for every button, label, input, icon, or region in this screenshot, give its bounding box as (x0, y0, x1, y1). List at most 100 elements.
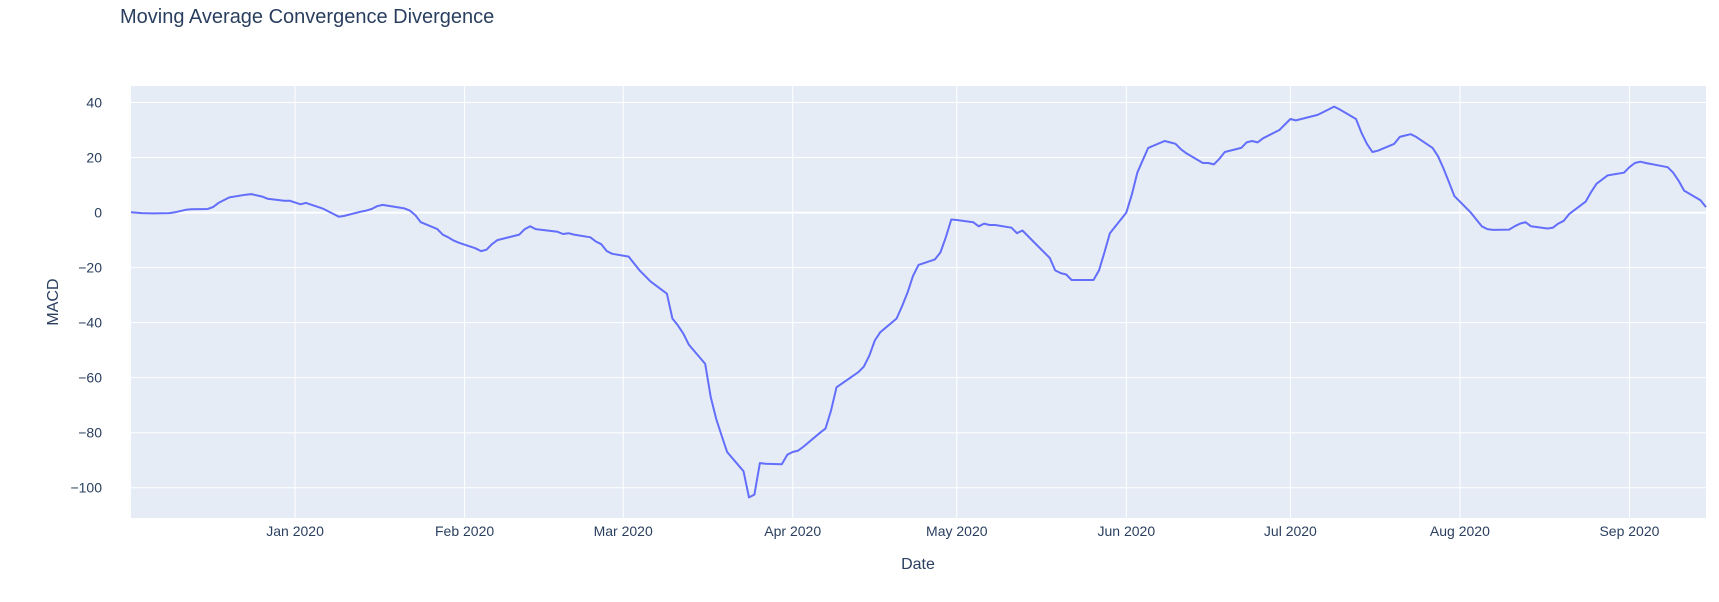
x-tick-label: Jul 2020 (1264, 523, 1317, 539)
macd-point (713, 416, 719, 422)
macd-point (1200, 160, 1206, 166)
macd-point (631, 261, 637, 267)
macd-point (970, 219, 976, 225)
macd-point (330, 211, 336, 217)
macd-point (823, 426, 829, 432)
macd-point (265, 196, 271, 202)
macd-point (1052, 267, 1058, 273)
macd-point (1517, 221, 1523, 227)
macd-point (1216, 156, 1222, 162)
macd-point (1698, 197, 1704, 203)
macd-point (751, 492, 757, 498)
macd-point (1320, 109, 1326, 115)
macd-point (511, 233, 517, 239)
y-tick-label: −20 (78, 260, 102, 276)
macd-point (478, 248, 484, 254)
macd-point (1632, 160, 1638, 166)
macd-point (1123, 210, 1129, 216)
macd-point (1479, 223, 1485, 229)
macd-point (1030, 239, 1036, 245)
macd-point (1359, 130, 1365, 136)
macd-point (363, 208, 369, 214)
macd-point (1184, 150, 1190, 156)
macd-point (1096, 267, 1102, 273)
macd-point (341, 213, 347, 219)
macd-point (943, 234, 949, 240)
macd-point (183, 207, 189, 213)
macd-point (1063, 272, 1069, 278)
macd-point (981, 221, 987, 227)
macd-line (130, 105, 1707, 499)
macd-point (1222, 149, 1228, 155)
macd-point (418, 219, 424, 225)
macd-point (1550, 225, 1556, 231)
macd-point (216, 200, 222, 206)
macd-point (1583, 199, 1589, 205)
macd-point (1091, 277, 1097, 283)
macd-point (1561, 218, 1567, 224)
macd-point (281, 198, 287, 204)
macd-point (1326, 106, 1332, 112)
plot-area (131, 86, 1706, 518)
macd-point (757, 460, 763, 466)
macd-point (905, 289, 911, 295)
macd-point (1402, 133, 1408, 139)
macd-point (609, 251, 615, 257)
macd-point (801, 444, 807, 450)
macd-point (916, 262, 922, 268)
macd-point (1391, 141, 1397, 147)
macd-point (866, 353, 872, 359)
macd-point (1019, 228, 1025, 234)
y-tick-label: 20 (86, 150, 102, 166)
macd-point (248, 191, 254, 197)
macd-point (166, 210, 172, 216)
macd-point (1353, 116, 1359, 122)
macd-point (1025, 233, 1031, 239)
macd-point (172, 209, 178, 215)
y-tick-label: −80 (78, 425, 102, 441)
macd-point (910, 273, 916, 279)
macd-point (834, 384, 840, 390)
macd-point (451, 238, 457, 244)
macd-point (188, 206, 194, 212)
grid (131, 86, 1706, 518)
macd-point (680, 331, 686, 337)
macd-point (1375, 148, 1381, 154)
macd-point (1446, 179, 1452, 185)
macd-point (484, 247, 490, 253)
macd-point (412, 212, 418, 218)
macd-point (1566, 211, 1572, 217)
macd-point (708, 394, 714, 400)
macd-point (948, 217, 954, 223)
macd-point (1255, 139, 1261, 145)
macd-point (1490, 227, 1496, 233)
macd-point (303, 200, 309, 206)
macd-point (1605, 172, 1611, 178)
macd-point (1211, 161, 1217, 167)
macd-point (1435, 153, 1441, 159)
macd-point (516, 232, 522, 238)
macd-point (205, 206, 211, 212)
y-tick-label: −100 (70, 480, 102, 496)
macd-point (1140, 157, 1146, 163)
macd-point (1167, 139, 1173, 145)
macd-point (527, 223, 533, 229)
macd-point (1473, 217, 1479, 223)
macd-point (1408, 131, 1414, 137)
macd-point (932, 256, 938, 262)
series-layer (130, 105, 1707, 499)
macd-point (1512, 223, 1518, 229)
y-axis-title: MACD (45, 278, 62, 325)
macd-point (139, 210, 145, 216)
macd-point (407, 208, 413, 214)
macd-point (861, 364, 867, 370)
macd-point (369, 206, 375, 212)
macd-point (1594, 181, 1600, 187)
macd-point (1276, 127, 1282, 133)
macd-point (150, 210, 156, 216)
macd-point (287, 198, 293, 204)
macd-point (1058, 270, 1064, 276)
x-tick-label: Jun 2020 (1098, 523, 1156, 539)
x-tick-label: Jan 2020 (266, 523, 324, 539)
macd-point (440, 232, 446, 238)
